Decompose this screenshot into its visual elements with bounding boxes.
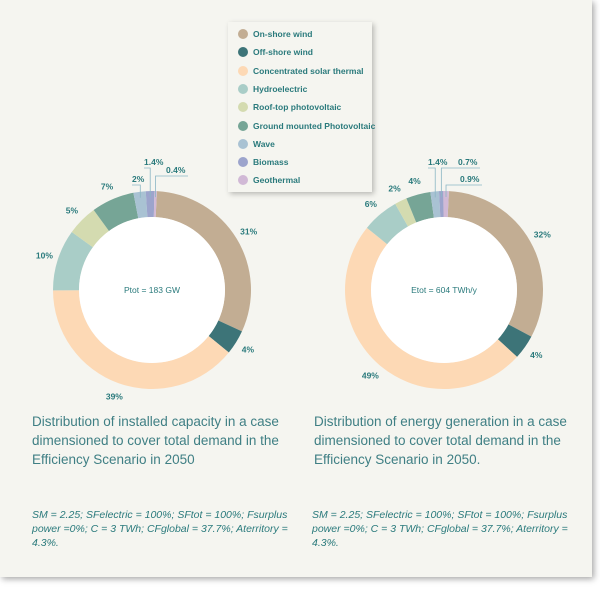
params-capacity: SM = 2.25; SFelectric = 100%; SFtot = 10…	[32, 509, 288, 549]
slice-label: 4%	[530, 350, 543, 360]
legend-label: Ground mounted Photovoltaic	[253, 120, 376, 131]
slice-label: 1.4%	[428, 157, 448, 167]
legend-label: Roof-top photovoltaic	[253, 102, 342, 113]
legend-label: Off-shore wind	[253, 47, 313, 58]
legend-swatch	[238, 83, 248, 94]
slice-label: 10%	[36, 250, 53, 260]
legend-item: Biomass	[238, 157, 289, 168]
slice-label: 1.4%	[144, 157, 164, 167]
slice-label: 39%	[106, 392, 123, 400]
legend-swatch	[238, 65, 248, 76]
legend-item: Off-shore wind	[238, 47, 313, 58]
legend-swatch	[238, 157, 248, 168]
leader-line	[155, 175, 188, 198]
legend-item: Wave	[238, 138, 275, 149]
legend-label: On-shore wind	[253, 29, 313, 39]
legend-label: Biomass	[253, 157, 289, 168]
leader-line	[440, 167, 480, 198]
donut-slice	[366, 203, 409, 245]
donut-slice	[155, 191, 251, 332]
donut-slice	[145, 191, 155, 218]
slice-label: 0.7%	[458, 157, 478, 167]
donut-slice	[153, 191, 157, 218]
leader-line	[132, 184, 141, 198]
donut-slice	[52, 231, 93, 291]
legend-item: Roof-top photovoltaic	[238, 102, 342, 113]
donut-slice	[406, 191, 434, 223]
legend-item: Geothermal	[238, 175, 301, 186]
slice-label: 5%	[66, 205, 79, 215]
legend-swatch	[238, 102, 248, 113]
donut-hole	[79, 217, 225, 363]
donut-slice	[71, 210, 109, 248]
center-total-label: Etot = 604 TWh/y	[411, 285, 478, 295]
slice-label: 2%	[388, 183, 401, 193]
donut-slice	[53, 290, 229, 389]
center-total-label: Ptot = 183 GW	[124, 285, 180, 295]
donut-slice	[208, 320, 242, 353]
legend-swatch	[238, 47, 248, 58]
slice-label: 31%	[240, 226, 257, 236]
params-generation: SM = 2.25; SFelectric = 100%; SFtot = 10…	[312, 509, 568, 549]
leader-line	[428, 167, 436, 198]
slice-label: 4%	[242, 345, 255, 355]
donut-slice	[395, 198, 417, 227]
legend-swatch	[238, 138, 248, 149]
slice-label: 0.9%	[460, 174, 480, 184]
legend-item: Ground mounted Photovoltaic	[238, 120, 376, 131]
donut-slice	[447, 191, 544, 337]
slice-label: 49%	[362, 371, 379, 381]
donut-slice	[497, 324, 532, 357]
caption-generation: Distribution of energy generation in a c…	[314, 414, 567, 467]
legend-item: Concentrated solar thermal	[238, 65, 364, 76]
leader-line	[445, 184, 482, 198]
slice-label: 2%	[132, 174, 145, 184]
donut-charts: 31%4%39%10%5%7%2%1.4%0.4%Ptot = 183 GW32…	[36, 157, 551, 400]
legend-swatch	[238, 29, 248, 39]
legend-label: Geothermal	[253, 175, 301, 186]
legend-label: Hydroelectric	[253, 83, 308, 94]
figure-page: 31% 4% 39% 10% 5% 7% 2% 1.4% 0.4% Ptot = 183 GW 32…	[0, 0, 592, 577]
legend: On-shore wind Off-shore wind Concentrated …	[228, 22, 376, 192]
slice-label: 0.4%	[166, 165, 186, 175]
leader-line	[144, 167, 151, 198]
legend-item: On-shore wind	[238, 29, 313, 39]
donut-slice	[344, 227, 518, 390]
legend-swatch	[238, 175, 248, 186]
donut-hole	[371, 217, 517, 363]
slice-label: 32%	[534, 229, 551, 239]
legend-label: Concentrated solar thermal	[253, 65, 364, 76]
donut-slice	[133, 191, 148, 219]
legend-swatch	[238, 120, 248, 131]
legend-item: Hydroelectric	[238, 83, 308, 94]
donut-slice	[93, 192, 139, 232]
slice-label: 4%	[408, 176, 421, 186]
legend-label: Wave	[253, 138, 275, 149]
caption-capacity: Distribution of installed capacity in a …	[32, 414, 279, 467]
donut-slice	[438, 191, 444, 218]
donut-slice	[430, 191, 441, 218]
slice-label: 6%	[365, 199, 378, 209]
slice-label: 7%	[101, 181, 114, 191]
donut-slice	[443, 191, 449, 218]
